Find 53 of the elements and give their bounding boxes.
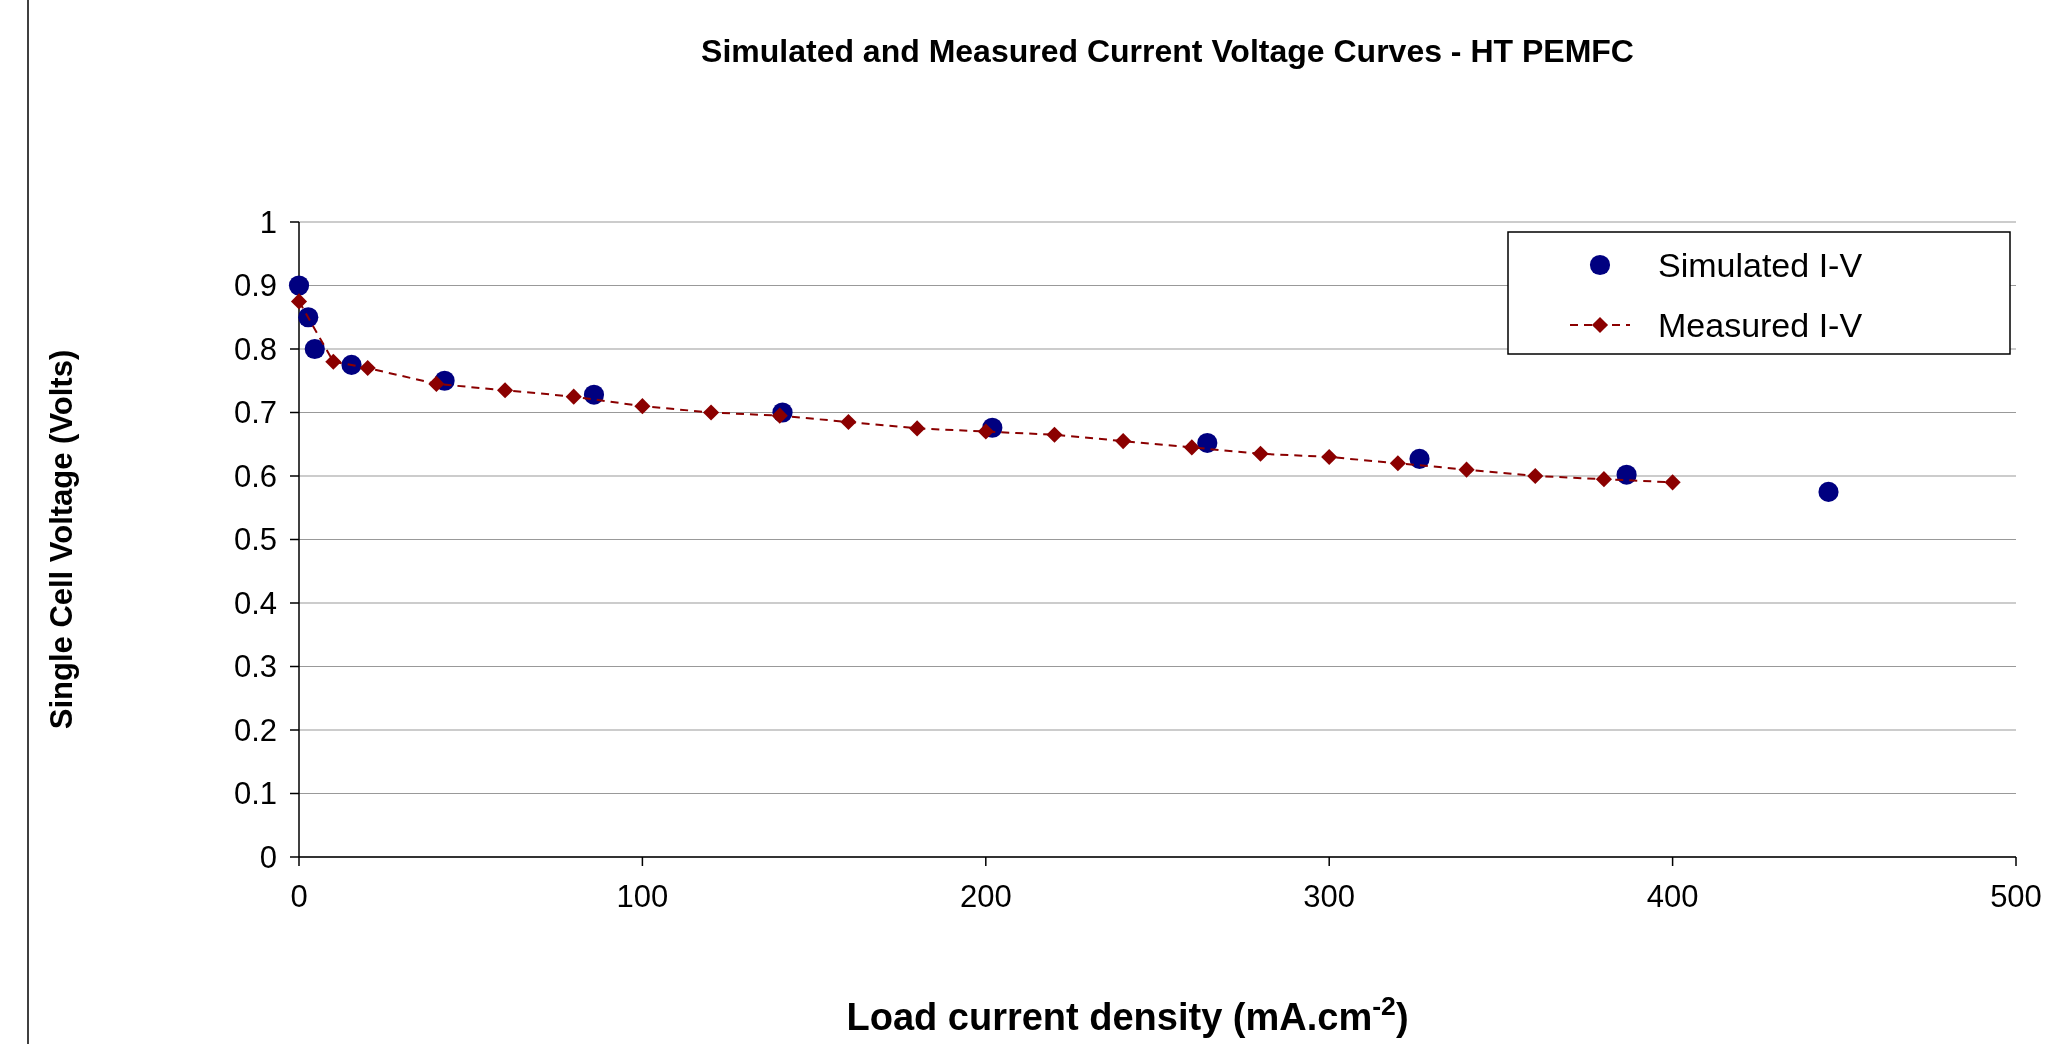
point [840,413,857,431]
legend-label: Simulated I-V [1658,245,1863,284]
point [1183,439,1200,456]
point [304,338,325,360]
point [1595,471,1612,488]
point [703,404,720,421]
point [1818,481,1839,502]
x-tick-label: 300 [1303,879,1356,914]
point [909,420,926,437]
y-tick-label: 0.8 [233,331,277,367]
y-tick-label: 0.3 [233,649,277,685]
y-tick-label: 0 [259,839,277,875]
point [1321,448,1338,466]
point [428,375,445,392]
point [341,354,362,375]
point [771,407,788,424]
point [583,384,605,405]
y-tick-label: 0.2 [233,712,277,748]
point [1252,445,1269,462]
legend-label: Measured I-V [1658,305,1863,344]
x-tick-label: 200 [959,879,1012,914]
y-axis-title: Single Cell Voltage (Volts) [44,349,79,730]
x-tick-label: 100 [616,879,669,914]
point [359,359,376,377]
x-tick-label: 400 [1646,879,1699,914]
point [1409,448,1430,469]
chart-title: Simulated and Measured Current Voltage Curves - HT PEMFC [701,33,1634,69]
y-tick-label: 0.4 [233,585,277,621]
point [1197,432,1218,454]
y-tick-label: 0.7 [233,395,277,431]
point [1046,426,1063,443]
x-axis-title: Load current density (mA.cm$^{-2}$) [846,991,1409,1038]
y-tick-label: 0.5 [233,522,277,558]
x-tick-label: 0 [290,879,308,914]
point [565,388,582,405]
point [1664,474,1681,491]
point [496,382,514,399]
point [1616,464,1637,485]
y-tick-label: 0.1 [233,776,277,812]
point [1458,461,1475,478]
x-tick-label: 500 [1990,879,2042,914]
point [634,398,651,415]
point [290,293,308,310]
y-tick-label: 1 [259,204,277,240]
point [1389,455,1406,472]
y-tick-label: 0.6 [233,458,277,494]
point [288,275,310,296]
point [1115,433,1132,450]
point [298,307,319,328]
point [1527,467,1544,485]
y-tick-label: 0.9 [233,268,277,304]
point [977,423,994,440]
point [325,353,342,370]
